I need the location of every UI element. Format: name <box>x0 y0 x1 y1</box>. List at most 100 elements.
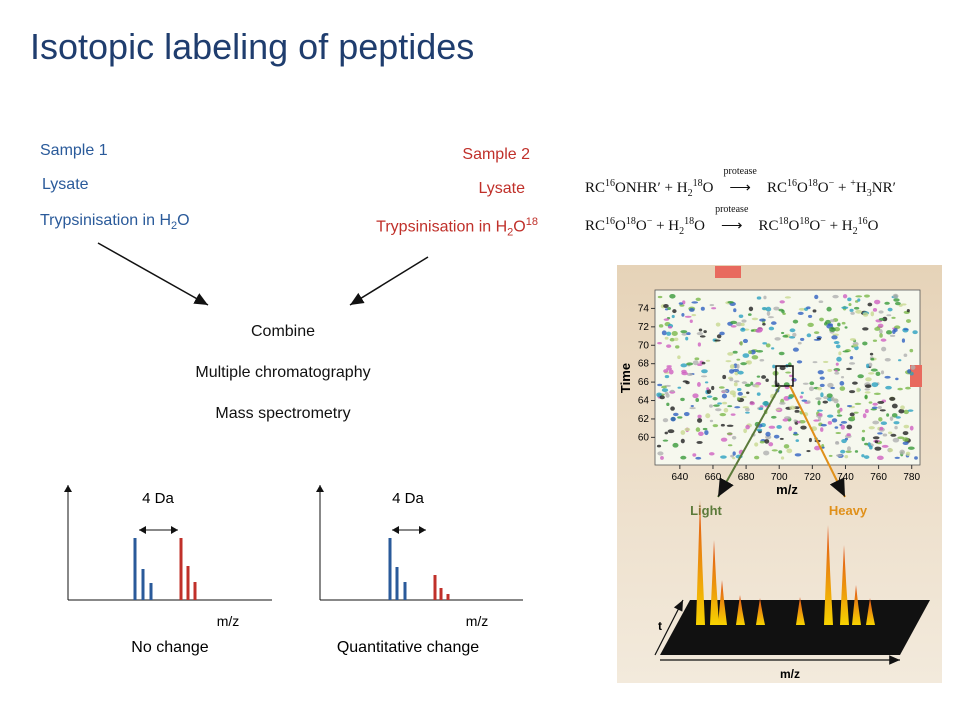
spot <box>782 334 789 338</box>
spot <box>800 337 805 341</box>
x-tick-label: 660 <box>705 472 722 483</box>
shift-label: 4 Da <box>142 490 174 507</box>
spot <box>892 437 900 443</box>
spot <box>785 371 792 374</box>
spot <box>722 374 727 380</box>
spot <box>671 314 675 319</box>
equation-part: 18 <box>625 216 636 227</box>
spot <box>797 341 802 345</box>
spot <box>852 344 859 347</box>
spot <box>746 391 750 395</box>
step-sub: 2 <box>171 220 178 233</box>
spot <box>797 311 804 316</box>
spot <box>877 405 882 410</box>
spot <box>719 413 727 417</box>
spot <box>878 317 885 321</box>
equation-part: O <box>809 218 821 234</box>
spot <box>885 385 892 390</box>
spot <box>878 310 884 314</box>
spot <box>711 307 717 310</box>
mz-axis: m/z <box>780 667 800 681</box>
spot <box>680 455 687 460</box>
spot <box>830 396 835 402</box>
spot <box>864 294 870 298</box>
step-text: Trypsinisation in H <box>376 218 508 236</box>
equation-part: 2 <box>679 226 685 237</box>
spot <box>889 416 894 421</box>
spot <box>862 312 869 317</box>
spot <box>689 319 693 323</box>
arrow-label: protease <box>723 166 757 177</box>
spot <box>815 397 822 400</box>
equation-part: + <box>850 178 856 189</box>
spot <box>705 413 711 419</box>
spot <box>759 318 766 322</box>
spot <box>822 360 829 364</box>
spot <box>679 304 685 307</box>
spot <box>838 351 842 356</box>
spot <box>759 440 765 444</box>
spot <box>806 333 812 338</box>
spot <box>718 386 725 389</box>
spot <box>827 421 833 425</box>
spot <box>886 314 892 317</box>
spot <box>736 387 742 392</box>
spot <box>840 424 845 430</box>
spot <box>706 395 713 398</box>
y-tick-label: 62 <box>638 414 650 425</box>
equation-part: 16 <box>786 178 797 189</box>
spot <box>817 400 821 406</box>
spot <box>663 369 669 373</box>
caption: No change <box>131 639 208 656</box>
spot <box>880 421 888 426</box>
spot <box>706 389 712 394</box>
spot <box>794 409 800 413</box>
spot <box>905 319 912 323</box>
equation-part: O <box>796 180 808 196</box>
spot <box>701 361 706 365</box>
spot <box>727 405 733 408</box>
spot <box>814 445 821 451</box>
spectrum-no-change: 4 Da m/z No change <box>64 485 272 656</box>
spot <box>771 415 777 419</box>
spot <box>762 322 766 326</box>
spot <box>779 365 786 371</box>
spot <box>831 335 838 340</box>
spot <box>781 309 785 314</box>
spot <box>787 396 793 400</box>
spot <box>874 440 879 444</box>
spot <box>895 377 899 381</box>
equation-part: + H <box>825 218 853 234</box>
spot <box>850 311 855 315</box>
x-label: m/z <box>776 482 798 497</box>
spot <box>726 424 734 427</box>
spot <box>749 401 755 406</box>
spot <box>812 361 818 364</box>
spot <box>793 419 797 423</box>
spot <box>909 425 914 431</box>
spot <box>748 350 752 355</box>
spot <box>898 359 902 362</box>
spot <box>684 427 691 432</box>
spot <box>664 374 670 379</box>
spot <box>846 433 851 437</box>
spot <box>763 295 767 300</box>
spot <box>667 326 673 329</box>
spot <box>786 448 793 454</box>
spot <box>807 322 814 327</box>
equation-part: − <box>828 178 835 189</box>
arrow-label: protease <box>715 204 749 215</box>
spot <box>881 346 887 352</box>
spike <box>756 598 765 625</box>
spot <box>767 316 775 319</box>
spot <box>807 400 811 404</box>
spot <box>677 386 682 389</box>
spot <box>708 404 713 408</box>
spot <box>666 331 672 336</box>
spot <box>770 321 777 325</box>
spot <box>849 308 854 312</box>
spot <box>893 298 900 302</box>
spot <box>840 376 845 379</box>
spot <box>833 341 840 345</box>
spot <box>657 341 662 345</box>
